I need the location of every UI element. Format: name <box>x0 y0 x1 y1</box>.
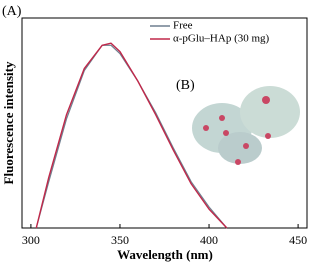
x-tick-label: 400 <box>200 233 218 247</box>
y-axis-label: Fluorescence intensity <box>1 61 16 184</box>
molecule-inset <box>192 86 300 165</box>
legend-label: Free <box>173 20 193 32</box>
series-line <box>35 44 228 229</box>
x-tick-label: 350 <box>111 233 129 247</box>
molecule-spot <box>219 115 225 121</box>
panel-label: (B) <box>176 78 195 93</box>
molecule-blob <box>240 86 300 138</box>
plot-frame <box>21 17 308 229</box>
molecule-spot <box>203 125 209 131</box>
molecule-spot <box>243 143 249 149</box>
molecule-blob <box>218 132 262 164</box>
x-tick-label: 300 <box>22 233 40 247</box>
series-line <box>35 42 228 229</box>
molecule-spot <box>223 130 229 136</box>
x-axis-label: Wavelength (nm) <box>117 247 213 262</box>
molecule-spot <box>265 133 271 139</box>
x-tick-label: 450 <box>289 233 307 247</box>
panel-label: (A) <box>2 4 22 19</box>
molecule-spot <box>235 159 241 165</box>
legend-label: α-pGlu–HAp (30 mg) <box>173 33 270 45</box>
molecule-spot <box>262 96 270 104</box>
